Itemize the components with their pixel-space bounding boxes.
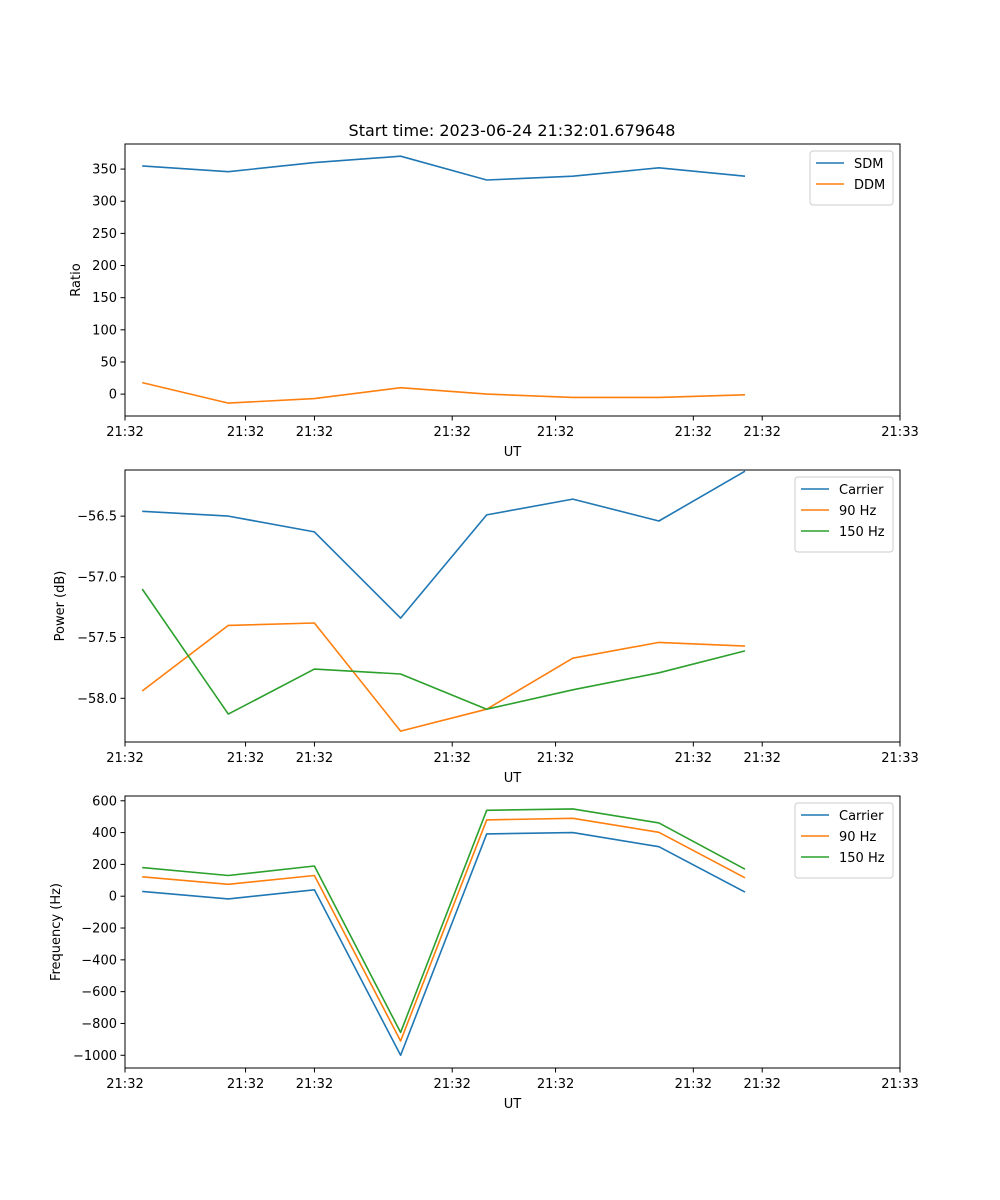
x-tick-label: 21:32	[743, 425, 780, 440]
y-axis-label: Frequency (Hz)	[49, 883, 64, 981]
x-tick-label: 21:32	[433, 425, 470, 440]
x-tick-label: 21:32	[227, 1077, 264, 1092]
series-line-sdm	[142, 155, 746, 181]
series-line-ddm	[142, 381, 746, 404]
x-tick-label: 21:32	[537, 1077, 574, 1092]
y-tick-label: 0	[109, 890, 117, 905]
x-tick-label: 21:33	[881, 751, 918, 766]
y-tick-label: −1000	[73, 1049, 117, 1064]
y-tick-label: −57.0	[77, 570, 117, 585]
y-tick-label: −800	[81, 1017, 117, 1032]
y-tick-label: −200	[81, 922, 117, 937]
series-line-150-hz	[142, 808, 746, 1034]
x-tick-label: 21:32	[296, 751, 333, 766]
panels: 21:32 21:32 21:32 21:32 21:32 21:32 21:32 21:33…	[49, 143, 919, 1112]
y-tick-label: 300	[92, 195, 117, 210]
x-tick-label: 21:32	[106, 425, 143, 440]
x-tick-label: 21:32	[433, 1077, 470, 1092]
y-tick-label: 200	[92, 259, 117, 274]
panel-1: 21:32 21:32 21:32 21:32 21:32 21:32 21:32 21:33…	[69, 143, 919, 460]
plot-area	[125, 470, 900, 742]
y-tick-label: 400	[92, 826, 117, 841]
legend-label: SDM	[854, 157, 883, 172]
panel-2: 21:32 21:32 21:32 21:32 21:32 21:32 21:32 21:33…	[53, 469, 919, 786]
legend-label: 90 Hz	[839, 504, 876, 519]
figure-title: Start time: 2023-06-24 21:32:01.679648	[349, 121, 676, 140]
axes-frame	[124, 469, 901, 743]
plot-area	[125, 144, 900, 416]
x-axis-label: UT	[504, 1097, 522, 1112]
axes-frame	[124, 143, 901, 417]
plot-area	[125, 796, 900, 1068]
x-tick-label: 21:32	[433, 751, 470, 766]
legend-box	[809, 150, 894, 206]
x-tick-label: 21:32	[743, 1077, 780, 1092]
x-tick-label: 21:32	[537, 425, 574, 440]
y-tick-label: 250	[92, 227, 117, 242]
legend: Carrier 90 Hz 150 Hz	[794, 802, 894, 879]
x-tick-label: 21:32	[537, 751, 574, 766]
series-line-90-hz	[142, 817, 746, 1042]
legend: Carrier 90 Hz 150 Hz	[794, 476, 894, 553]
x-tick-label: 21:32	[296, 1077, 333, 1092]
x-tick-label: 21:32	[106, 1077, 143, 1092]
x-axis-label: UT	[504, 445, 522, 460]
y-tick-label: −600	[81, 985, 117, 1000]
x-tick-label: 21:32	[227, 425, 264, 440]
y-tick-label: −56.5	[77, 510, 117, 525]
legend-label: Carrier	[839, 809, 884, 824]
y-tick-label: −57.5	[77, 631, 117, 646]
legend-label: Carrier	[839, 483, 884, 498]
x-tick-label: 21:32	[675, 1077, 712, 1092]
legend-box	[794, 802, 894, 879]
y-tick-label: −58.0	[77, 692, 117, 707]
x-tick-label: 21:32	[675, 751, 712, 766]
y-tick-label: 0	[109, 388, 117, 403]
panel-3: 21:32 21:32 21:32 21:32 21:32 21:32 21:32 21:33…	[49, 794, 919, 1112]
y-tick-label: 200	[92, 858, 117, 873]
y-axis-label: Ratio	[69, 263, 84, 296]
x-tick-label: 21:32	[296, 425, 333, 440]
legend: SDM DDM	[809, 150, 894, 206]
legend-label: 150 Hz	[839, 851, 885, 866]
series-line-90-hz	[141, 622, 746, 732]
x-tick-label: 21:32	[227, 751, 264, 766]
y-tick-label: −400	[81, 953, 117, 968]
x-tick-label: 21:33	[881, 425, 918, 440]
legend-box	[794, 476, 894, 553]
legend-label: DDM	[854, 178, 885, 193]
x-tick-label: 21:32	[106, 751, 143, 766]
x-tick-label: 21:32	[675, 425, 712, 440]
series-line-carrier	[142, 831, 746, 1057]
series-line-150-hz	[141, 588, 746, 715]
legend-label: 90 Hz	[839, 830, 876, 845]
legend-label: 150 Hz	[839, 525, 885, 540]
y-tick-label: 150	[92, 291, 117, 306]
y-tick-label: 50	[100, 355, 117, 370]
y-tick-label: 350	[92, 163, 117, 178]
x-tick-label: 21:33	[881, 1077, 918, 1092]
series-line-carrier	[142, 470, 746, 619]
y-tick-label: 600	[92, 794, 117, 809]
x-tick-label: 21:32	[743, 751, 780, 766]
axes-frame	[124, 795, 901, 1069]
x-axis-label: UT	[504, 771, 522, 786]
y-tick-label: 100	[92, 323, 117, 338]
y-axis-label: Power (dB)	[53, 571, 68, 642]
